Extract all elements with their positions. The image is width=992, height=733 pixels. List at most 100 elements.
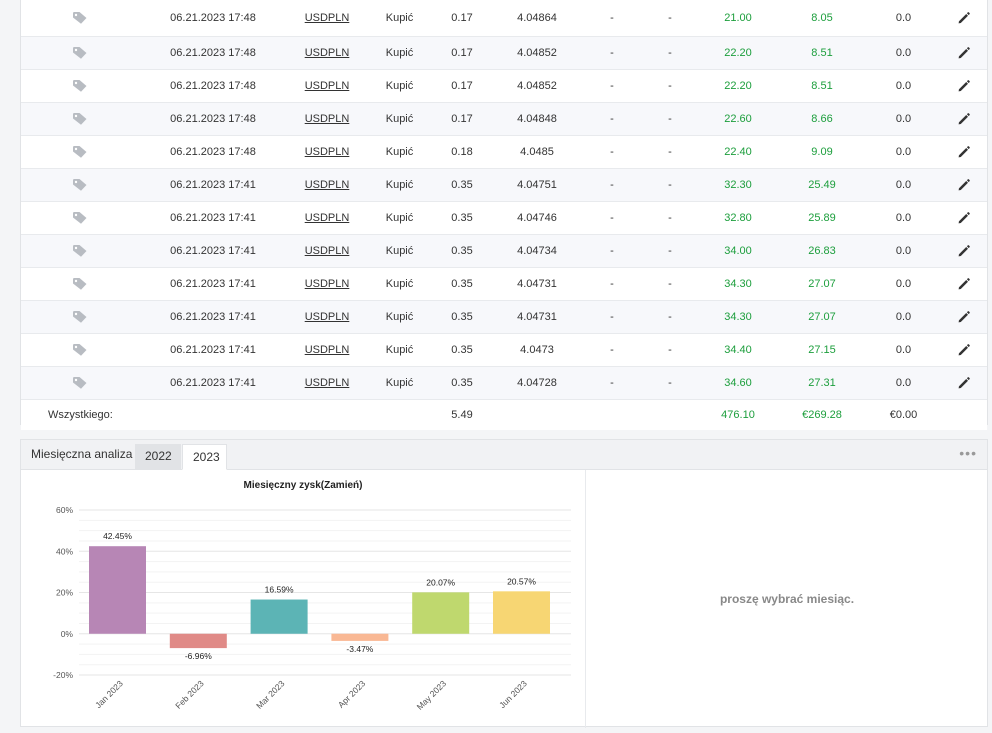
trade-action: Kupić bbox=[367, 333, 432, 367]
tag-icon[interactable] bbox=[21, 135, 139, 169]
pencil-icon[interactable] bbox=[941, 234, 987, 268]
chart-title: Miesięczny zysk(Zamień) bbox=[243, 480, 363, 491]
trade-symbol-link[interactable]: USDPLN bbox=[304, 212, 350, 224]
trade-symbol-link[interactable]: USDPLN bbox=[304, 113, 350, 125]
trade-tp: - bbox=[642, 135, 698, 169]
trade-sl: - bbox=[582, 201, 642, 235]
trade-symbol-link[interactable]: USDPLN bbox=[304, 47, 350, 59]
trade-symbol-link[interactable]: USDPLN bbox=[304, 80, 350, 92]
trade-action: Kupić bbox=[367, 267, 432, 301]
trade-tp: - bbox=[642, 267, 698, 301]
tag-icon[interactable] bbox=[21, 333, 139, 367]
trade-swap: 0.0 bbox=[866, 234, 941, 268]
trade-time: 06.21.2023 17:41 bbox=[139, 366, 287, 400]
tag-icon[interactable] bbox=[21, 0, 139, 37]
x-tick-label: Jan 2023 bbox=[93, 678, 125, 710]
x-tick-label: Mar 2023 bbox=[254, 678, 287, 711]
table-row: 06.21.2023 17:48 USDPLN Kupić 0.18 4.0485- -2… bbox=[21, 135, 987, 169]
trade-sl: - bbox=[582, 0, 642, 37]
trade-sl: - bbox=[582, 36, 642, 70]
trade-pips: 34.60 bbox=[698, 366, 778, 400]
trade-symbol-link[interactable]: USDPLN bbox=[304, 12, 350, 24]
table-row: 06.21.2023 17:48 USDPLN Kupić 0.17 4.04852- -… bbox=[21, 36, 987, 70]
tag-icon[interactable] bbox=[21, 69, 139, 103]
trade-price: 4.04731 bbox=[492, 300, 582, 334]
table-row: 06.21.2023 17:41 USDPLN Kupić 0.35 4.04728- -… bbox=[21, 366, 987, 400]
trade-symbol-link[interactable]: USDPLN bbox=[304, 377, 350, 389]
trade-lots: 0.18 bbox=[432, 135, 492, 169]
trade-tp: - bbox=[642, 300, 698, 334]
tag-icon[interactable] bbox=[21, 366, 139, 400]
tag-icon[interactable] bbox=[21, 36, 139, 70]
tag-icon[interactable] bbox=[21, 267, 139, 301]
trade-symbol-link[interactable]: USDPLN bbox=[304, 179, 350, 191]
tab-2022[interactable]: 2022 bbox=[135, 444, 181, 469]
trade-swap: 0.0 bbox=[866, 300, 941, 334]
trade-price: 4.04734 bbox=[492, 234, 582, 268]
trade-price: 4.04852 bbox=[492, 69, 582, 103]
trade-symbol-link[interactable]: USDPLN bbox=[304, 278, 350, 290]
tag-icon[interactable] bbox=[21, 201, 139, 235]
x-tick-label: Jun 2023 bbox=[497, 678, 529, 710]
trade-profit: 27.15 bbox=[778, 333, 866, 367]
trade-action: Kupić bbox=[367, 36, 432, 70]
tag-icon[interactable] bbox=[21, 168, 139, 202]
trade-swap: 0.0 bbox=[866, 0, 941, 37]
chart-bar bbox=[89, 546, 146, 634]
trade-sl: - bbox=[582, 102, 642, 136]
trade-symbol-link[interactable]: USDPLN bbox=[304, 245, 350, 257]
trade-lots: 0.17 bbox=[432, 69, 492, 103]
trade-pips: 34.40 bbox=[698, 333, 778, 367]
trade-symbol-link[interactable]: USDPLN bbox=[304, 311, 350, 323]
tag-icon[interactable] bbox=[21, 234, 139, 268]
pencil-icon[interactable] bbox=[941, 135, 987, 169]
chart-bar bbox=[169, 633, 227, 649]
table-row: 06.21.2023 17:41 USDPLN Kupić 0.35 4.04751- -… bbox=[21, 168, 987, 202]
pencil-icon[interactable] bbox=[941, 300, 987, 334]
trade-sl: - bbox=[582, 69, 642, 103]
trade-profit: 26.83 bbox=[778, 234, 866, 268]
trade-lots: 0.35 bbox=[432, 300, 492, 334]
totals-swap: €0.00 bbox=[866, 399, 941, 430]
trade-swap: 0.0 bbox=[866, 267, 941, 301]
trade-time: 06.21.2023 17:41 bbox=[139, 168, 287, 202]
trade-symbol-link[interactable]: USDPLN bbox=[304, 146, 350, 158]
pencil-icon[interactable] bbox=[941, 102, 987, 136]
pencil-icon[interactable] bbox=[941, 0, 987, 37]
trade-swap: 0.0 bbox=[866, 69, 941, 103]
pencil-icon[interactable] bbox=[941, 201, 987, 235]
trade-action: Kupić bbox=[367, 135, 432, 169]
trade-price: 4.04728 bbox=[492, 366, 582, 400]
pencil-icon[interactable] bbox=[941, 366, 987, 400]
x-tick-label: Apr 2023 bbox=[336, 678, 368, 710]
trade-sl: - bbox=[582, 267, 642, 301]
trade-swap: 0.0 bbox=[866, 168, 941, 202]
trade-tp: - bbox=[642, 366, 698, 400]
more-dots-icon[interactable]: ••• bbox=[959, 445, 977, 461]
tab-2023[interactable]: 2023 bbox=[182, 444, 227, 470]
trade-time: 06.21.2023 17:41 bbox=[139, 333, 287, 367]
bar-data-label: -3.47% bbox=[346, 644, 373, 654]
trade-action: Kupić bbox=[367, 102, 432, 136]
trade-pips: 22.20 bbox=[698, 36, 778, 70]
pencil-icon[interactable] bbox=[941, 36, 987, 70]
y-tick-label: -20% bbox=[53, 670, 73, 680]
trade-profit: 8.51 bbox=[778, 69, 866, 103]
trade-symbol-link[interactable]: USDPLN bbox=[304, 344, 350, 356]
table-row: 06.21.2023 17:41 USDPLN Kupić 0.35 4.04731- -… bbox=[21, 300, 987, 334]
y-tick-label: 20% bbox=[56, 588, 73, 598]
trade-pips: 34.30 bbox=[698, 300, 778, 334]
trade-profit: 27.31 bbox=[778, 366, 866, 400]
table-row: 06.21.2023 17:48 USDPLN Kupić 0.17 4.04848- -… bbox=[21, 102, 987, 136]
pencil-icon[interactable] bbox=[941, 168, 987, 202]
pencil-icon[interactable] bbox=[941, 267, 987, 301]
tag-icon[interactable] bbox=[21, 102, 139, 136]
monthly-tabbar: Miesięczna analiza 2022 2023 ••• bbox=[21, 440, 987, 470]
pencil-icon[interactable] bbox=[941, 69, 987, 103]
totals-label: Wszystkiego: bbox=[21, 399, 287, 430]
trade-lots: 0.17 bbox=[432, 36, 492, 70]
tag-icon[interactable] bbox=[21, 300, 139, 334]
pencil-icon[interactable] bbox=[941, 333, 987, 367]
trade-lots: 0.17 bbox=[432, 102, 492, 136]
bar-data-label: 42.45% bbox=[103, 531, 132, 541]
